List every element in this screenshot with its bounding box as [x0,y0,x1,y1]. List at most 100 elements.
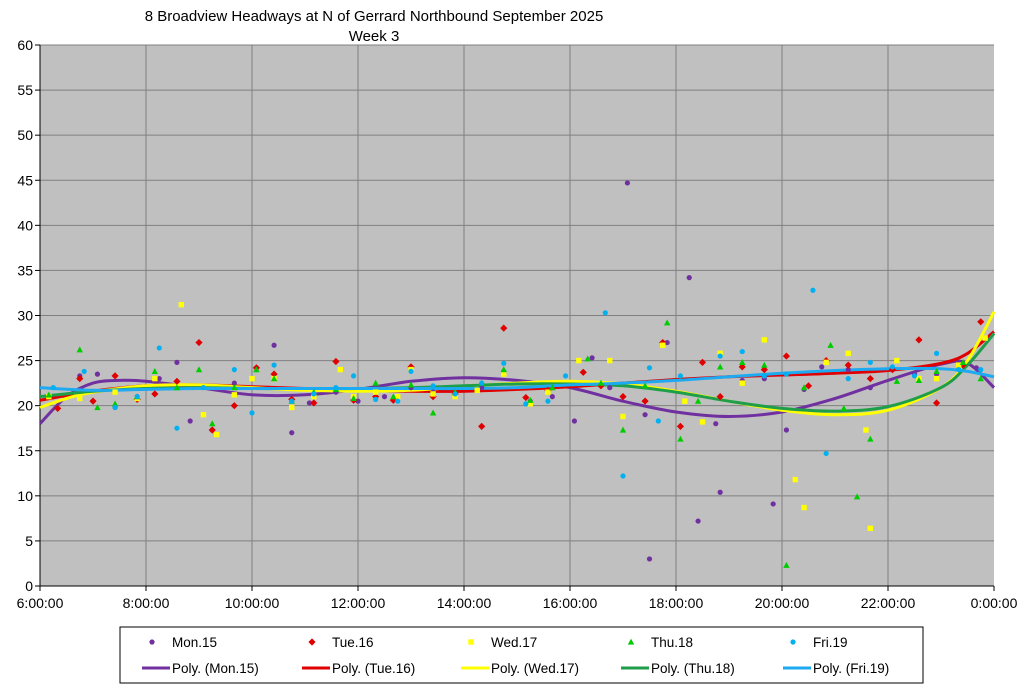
data-point [739,348,745,355]
data-point [429,409,437,416]
y-tick-label: 0 [25,578,33,594]
y-tick-label: 5 [25,533,33,549]
x-tick-label: 18:00:00 [649,595,704,611]
data-point [655,418,661,424]
y-tick-label: 45 [17,172,33,188]
data-point [151,368,159,375]
data-point [549,384,556,391]
data-point [659,338,667,347]
data-point [620,473,626,479]
data-point [867,359,873,365]
data-point [77,395,83,402]
y-tick-label: 60 [17,37,33,53]
series-5 [50,287,984,479]
data-point [372,379,379,386]
data-point [866,375,874,383]
data-point [713,421,719,427]
data-point [889,364,896,370]
data-point [270,375,278,382]
data-point [151,390,159,398]
data-point [373,396,379,402]
data-point [819,364,825,370]
data-point [660,342,666,348]
data-point [350,395,357,402]
y-tick-label: 25 [17,353,33,369]
data-point [479,380,485,386]
y-tick-label: 20 [17,398,33,414]
data-point [646,556,653,562]
data-point [888,366,897,374]
legend-label: Wed.17 [491,635,537,650]
data-point [452,393,458,400]
data-point [522,393,530,402]
data-point [738,363,746,371]
data-point [823,450,829,457]
data-point [804,382,813,390]
x-tick-label: 6:00:00 [17,595,64,611]
data-point [112,389,118,395]
data-point [641,382,649,389]
x-tick-label: 10:00:00 [225,595,280,611]
data-point [801,504,807,511]
data-point [152,375,158,382]
data-point [698,358,707,366]
legend-label: Poly. (Thu.18) [651,661,735,676]
x-tick-label: 20:00:00 [755,595,810,611]
data-point [982,335,988,341]
data-point [915,377,923,384]
data-point [289,430,295,436]
data-point [845,367,851,373]
data-point [501,371,507,377]
data-point [915,336,923,344]
data-point [94,371,101,377]
data-point [271,362,277,368]
y-tick-label: 10 [17,488,33,504]
chart-subtitle: Week 3 [349,28,400,45]
data-point [607,357,613,364]
data-point [664,339,670,346]
data-point [810,287,816,293]
y-tick-label: 55 [17,82,33,98]
data-point [973,365,979,371]
data-point [174,425,180,431]
data-point [112,404,118,411]
data-point [187,418,193,424]
data-point [178,301,185,308]
data-point [306,400,313,406]
data-point [686,275,692,281]
data-points [45,180,988,568]
data-point [337,366,344,373]
data-point [863,427,869,433]
data-point [76,346,83,353]
data-point [717,350,723,357]
data-point [231,384,238,391]
data-point [81,368,87,375]
data-point [479,385,485,391]
data-point [783,561,790,568]
data-point [760,366,768,374]
data-point [716,363,724,370]
data-point [959,358,967,365]
x-axis: 6:00:00 8:00:00 10:00:00 12:00:00 14:00:00 16… [17,585,1018,611]
data-point [663,319,671,326]
data-point [395,398,401,404]
data-point [977,318,985,326]
data-point [589,355,595,361]
series-4 [45,319,984,568]
data-point [792,476,798,483]
data-point [407,381,415,388]
data-point [200,385,207,391]
data-point [844,361,852,369]
data-point [230,402,238,410]
data-point [933,350,940,356]
data-point [231,367,237,373]
data-point [500,324,508,332]
data-point [111,372,119,380]
legend-label: Fri.19 [813,635,848,650]
legend-marker [149,639,155,645]
legend-label: Mon.15 [172,635,217,650]
data-point [562,373,569,379]
data-point [602,310,608,316]
y-axis: 0 5 10 15 20 25 30 35 40 45 50 55 60 [17,37,41,594]
data-point [716,393,724,401]
